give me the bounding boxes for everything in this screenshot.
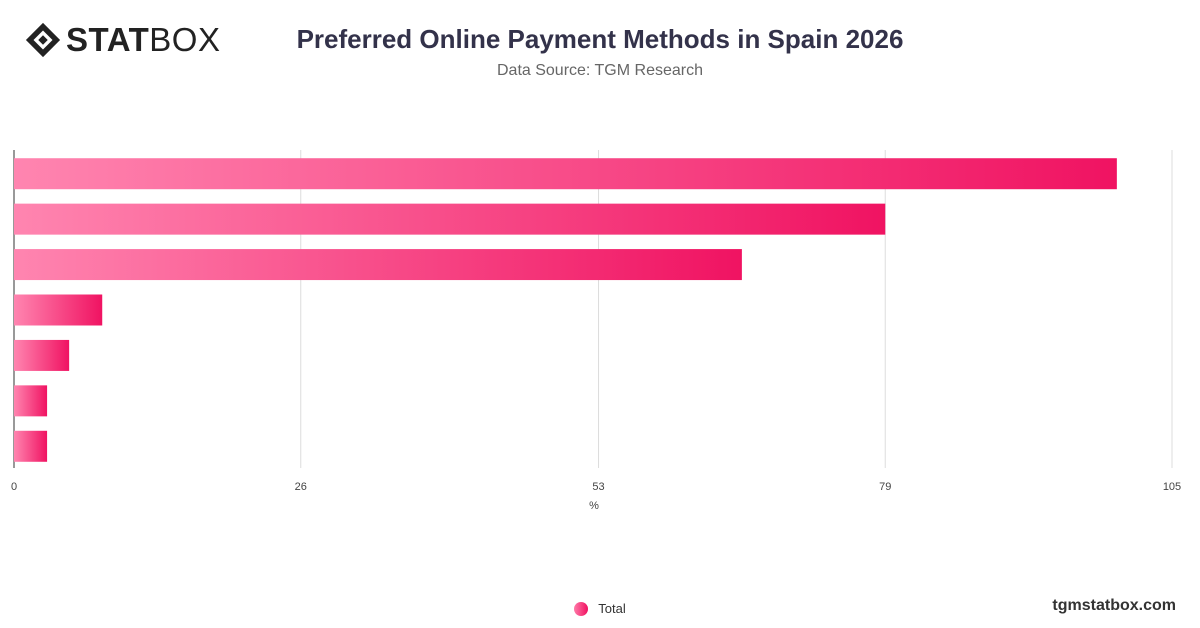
- bar-6: [14, 430, 48, 462]
- x-tick-label-2: 53: [592, 481, 604, 493]
- diamond-logo-icon: [25, 22, 61, 58]
- bar-1: [14, 203, 886, 235]
- chart-title: Preferred Online Payment Methods in Spai…: [296, 24, 904, 54]
- x-axis-label: %: [589, 500, 599, 512]
- statbox-logo: STATBOX: [24, 20, 220, 60]
- bar-5: [14, 385, 48, 417]
- bar-3: [14, 294, 103, 326]
- bar-0: [14, 158, 1117, 190]
- bar-2: [14, 249, 742, 281]
- logo-text-light: BOX: [149, 21, 221, 58]
- chart-legend[interactable]: Total: [0, 601, 1200, 616]
- legend-swatch: [574, 601, 589, 616]
- legend-label: Total: [598, 601, 626, 616]
- bar-chart: 0 26 53 79 105%: [11, 150, 1181, 512]
- x-tick-label-3: 79: [879, 481, 891, 493]
- brand-footer: tgmstatbox.com: [1052, 597, 1176, 614]
- chart-subtitle: Data Source: TGM Research: [496, 62, 703, 79]
- x-tick-label-4: 105: [1163, 481, 1181, 493]
- x-tick-label-1: 26: [295, 481, 307, 493]
- logo-text: STATBOX: [66, 21, 220, 59]
- x-tick-label-0: 0: [11, 481, 17, 493]
- logo-text-bold: STAT: [66, 21, 150, 58]
- bar-4: [14, 339, 70, 371]
